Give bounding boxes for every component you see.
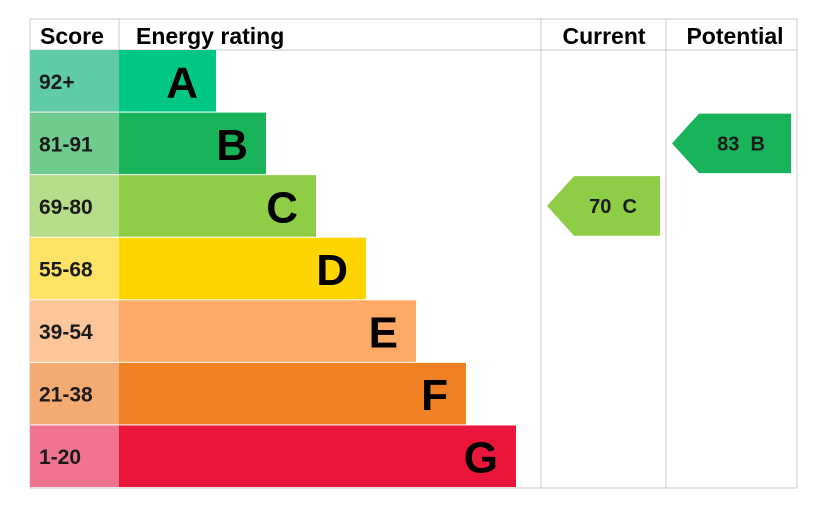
potential-arrow: [672, 113, 791, 174]
rating-arrows: 70 C 83 B: [547, 113, 791, 236]
rating-letter-c: C: [266, 183, 298, 232]
score-cell-b: [30, 112, 119, 175]
header-current: Current: [562, 23, 645, 49]
score-cell-e: [30, 300, 119, 362]
rating-bar-g: [119, 425, 516, 487]
rating-bar-b: [119, 112, 266, 175]
current-arrow-label: 70 C: [589, 196, 637, 218]
potential-arrow-label: 83 B: [717, 133, 765, 155]
score-cell-c: [30, 175, 119, 237]
score-cell-f: [30, 362, 119, 425]
score-cell-g: [30, 425, 119, 487]
rating-letter-e: E: [369, 309, 398, 358]
rating-bar-c: [119, 175, 316, 237]
score-label-c: 69-80: [39, 196, 93, 219]
score-label-e: 39-54: [39, 321, 93, 344]
score-label-f: 21-38: [39, 384, 93, 407]
rating-letter-a: A: [166, 58, 198, 107]
score-label-b: 81-91: [39, 133, 93, 156]
rating-bar-d: [119, 237, 366, 300]
score-label-a: 92+: [39, 71, 75, 94]
column-headers: Score Energy rating Current Potential: [40, 23, 784, 49]
rating-bar-f: [119, 362, 466, 425]
rating-letter-g: G: [464, 434, 498, 483]
rating-letter-b: B: [216, 121, 248, 170]
rating-letter-f: F: [421, 371, 448, 420]
header-potential: Potential: [686, 23, 783, 49]
header-energy-rating: Energy rating: [136, 23, 284, 49]
score-cell-d: [30, 237, 119, 300]
current-arrow: [547, 176, 660, 236]
rating-bar-e: [119, 300, 416, 362]
score-label-g: 1-20: [39, 446, 81, 469]
score-cell-a: [30, 50, 119, 112]
rating-letter-d: D: [316, 246, 348, 295]
rating-bands: 92+ A 81-91 B 69-80 C 55-68 D 39-54 E 21-38 F 1-20 G: [30, 50, 516, 487]
rating-bar-a: [119, 50, 216, 112]
header-score: Score: [40, 23, 104, 49]
score-label-d: 55-68: [39, 259, 93, 282]
